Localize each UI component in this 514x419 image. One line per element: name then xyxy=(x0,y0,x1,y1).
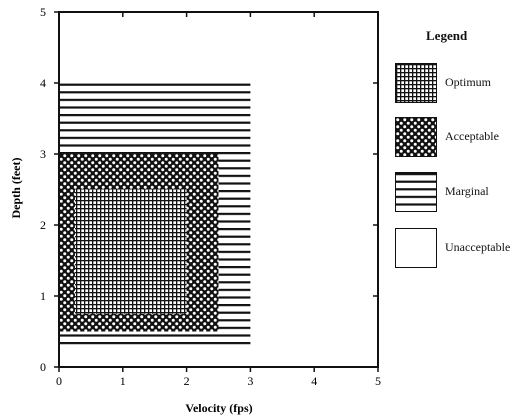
axes-layer: 0 1 2 3 4 5 0 1 2 3 4 5 xyxy=(40,5,381,388)
x-tick-label: 1 xyxy=(120,374,126,388)
legend-item-unacceptable: Unacceptable xyxy=(395,228,510,270)
legend-label: Unacceptable xyxy=(445,240,511,254)
legend-item-acceptable: Acceptable xyxy=(395,117,510,159)
regions-layer xyxy=(59,83,251,350)
y-axis-label: Depth (feet) xyxy=(9,158,23,219)
y-tick-label: 3 xyxy=(40,147,46,161)
legend-swatch-optimum xyxy=(395,63,437,103)
legend-item-marginal: Marginal xyxy=(395,172,510,214)
legend-label: Acceptable xyxy=(445,129,499,143)
x-tick-label: 4 xyxy=(311,374,317,388)
legend-label: Marginal xyxy=(445,184,489,198)
y-tick-label: 4 xyxy=(40,76,46,90)
legend-swatch-acceptable xyxy=(395,117,437,157)
y-tick-label: 2 xyxy=(40,218,46,232)
legend-title: Legend xyxy=(426,28,468,43)
legend-swatch-marginal xyxy=(395,172,437,212)
y-tick-label: 1 xyxy=(40,289,46,303)
legend-swatch-unacceptable xyxy=(395,228,437,268)
legend-label: Optimum xyxy=(445,75,492,89)
x-tick-label: 0 xyxy=(56,374,62,388)
x-axis-label: Velocity (fps) xyxy=(185,401,252,415)
y-tick-label: 0 xyxy=(40,360,46,374)
y-tick-label: 5 xyxy=(40,5,46,19)
legend-item-optimum: Optimum xyxy=(395,63,510,105)
x-tick-label: 2 xyxy=(184,374,190,388)
plot-frame xyxy=(58,11,379,368)
region-optimum xyxy=(74,189,187,314)
x-tick-label: 3 xyxy=(247,374,253,388)
x-tick-label: 5 xyxy=(375,374,381,388)
